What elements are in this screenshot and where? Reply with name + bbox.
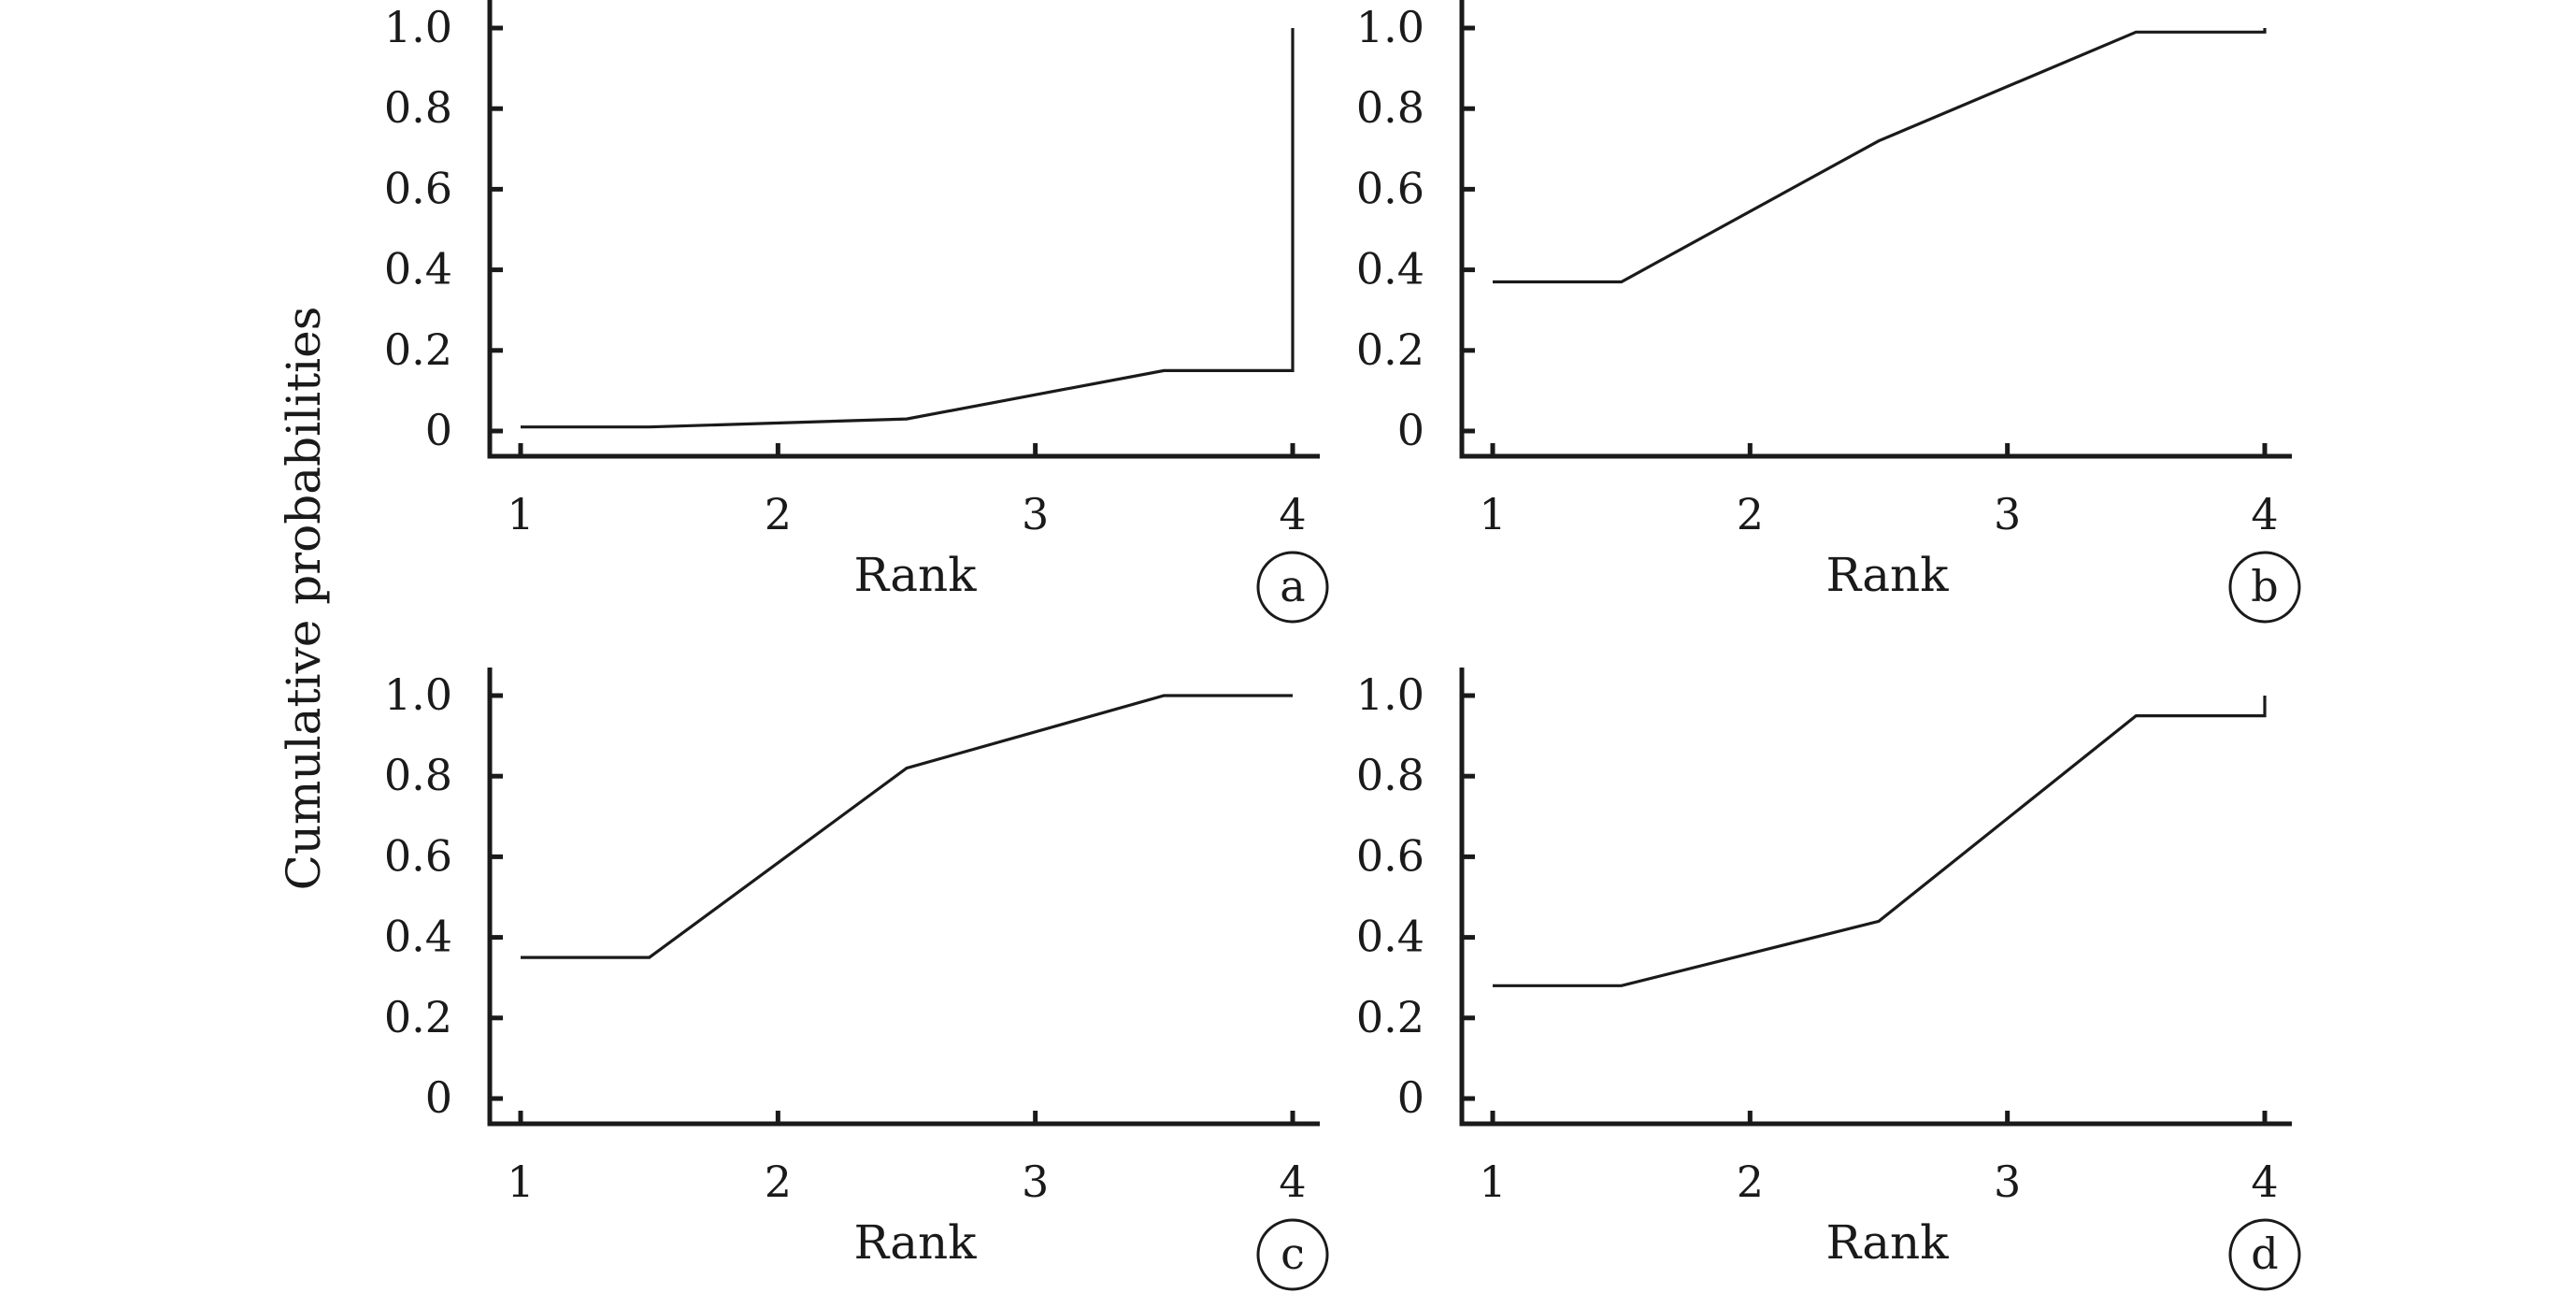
x-tick-label: 4 <box>2251 489 2278 539</box>
panel-label-circle <box>1256 551 1329 624</box>
x-tick-label: 3 <box>1022 489 1049 539</box>
x-axis-title: Rank <box>1825 548 1949 602</box>
panel-label-badge: c <box>1256 1218 1329 1291</box>
x-tick-label: 3 <box>1994 1157 2021 1207</box>
y-tick-label: 0 <box>425 405 452 455</box>
chart-panels: 0 0.2 0.4 0.6 0.8 1.0 1 2 3 4 Rank a 0 0.2 0.4 0.6 0.8 1.… <box>384 0 2301 1291</box>
y-tick-label: 0.4 <box>1356 244 1424 295</box>
y-tick-label: 1.0 <box>384 2 452 52</box>
panel-label: d <box>2251 1228 2278 1279</box>
y-tick-label: 0.6 <box>1356 163 1424 213</box>
x-tick-label: 2 <box>765 489 792 539</box>
panel-c: 0 0.2 0.4 0.6 0.8 1.0 1 2 3 4 Rank c <box>384 668 1329 1291</box>
y-tick-label: 0.2 <box>1356 992 1424 1042</box>
panel-b: 0 0.2 0.4 0.6 0.8 1.0 1 2 3 4 Rank b <box>1356 0 2301 624</box>
series-line <box>1493 28 2267 284</box>
panel-label-badge: b <box>2228 551 2301 624</box>
x-axis-title: Rank <box>1825 1215 1949 1270</box>
y-tick-label: 0.8 <box>384 750 452 800</box>
series-line <box>521 28 1295 429</box>
x-axis-title: Rank <box>853 548 977 602</box>
y-tick-label: 0 <box>1397 405 1424 455</box>
x-tick-label: 2 <box>765 1157 792 1207</box>
panel-label-circle <box>1256 1218 1329 1291</box>
y-tick-label: 0.8 <box>1356 82 1424 133</box>
panel-label: a <box>1280 561 1305 611</box>
y-tick-label: 0.2 <box>384 992 452 1042</box>
series-line <box>521 694 1293 959</box>
panel-label: b <box>2251 561 2278 611</box>
y-tick-label: 0 <box>1397 1072 1424 1123</box>
y-tick-label: 0.6 <box>1356 830 1424 881</box>
x-tick-label: 1 <box>507 489 534 539</box>
panel-a: 0 0.2 0.4 0.6 0.8 1.0 1 2 3 4 Rank a <box>384 0 1329 624</box>
y-tick-label: 0.4 <box>384 912 452 962</box>
y-tick-label: 0.4 <box>1356 912 1424 962</box>
x-tick-label: 1 <box>1479 489 1506 539</box>
x-tick-label: 3 <box>1022 1157 1049 1207</box>
panel-d: 0 0.2 0.4 0.6 0.8 1.0 1 2 3 4 Rank d <box>1356 668 2301 1291</box>
series-line <box>1493 696 2267 987</box>
x-tick-label: 3 <box>1994 489 2021 539</box>
y-tick-label: 0 <box>425 1072 452 1123</box>
x-tick-label: 4 <box>1279 1157 1306 1207</box>
y-tick-label: 0.8 <box>1356 750 1424 800</box>
y-tick-label: 0.8 <box>384 82 452 133</box>
panel-label-circle <box>2228 551 2301 624</box>
y-tick-label: 1.0 <box>1356 2 1424 52</box>
x-tick-label: 1 <box>507 1157 534 1207</box>
y-tick-label: 1.0 <box>1356 669 1424 720</box>
x-tick-label: 2 <box>1737 489 1764 539</box>
x-tick-label: 4 <box>2251 1157 2278 1207</box>
panel-label-circle <box>2228 1218 2301 1291</box>
panel-label-badge: a <box>1256 551 1329 624</box>
y-axis-title: Cumulative probabilities <box>277 307 331 891</box>
y-tick-label: 0.4 <box>384 244 452 295</box>
panel-label: c <box>1281 1228 1305 1279</box>
y-tick-label: 0.6 <box>384 163 452 213</box>
x-tick-label: 1 <box>1479 1157 1506 1207</box>
y-tick-label: 0.2 <box>1356 324 1424 375</box>
y-tick-label: 0.6 <box>384 830 452 881</box>
y-tick-label: 0.2 <box>384 324 452 375</box>
panel-label-badge: d <box>2228 1218 2301 1291</box>
x-axis-title: Rank <box>853 1215 977 1270</box>
y-tick-label: 1.0 <box>384 669 452 720</box>
x-tick-label: 4 <box>1279 489 1306 539</box>
x-tick-label: 2 <box>1737 1157 1764 1207</box>
